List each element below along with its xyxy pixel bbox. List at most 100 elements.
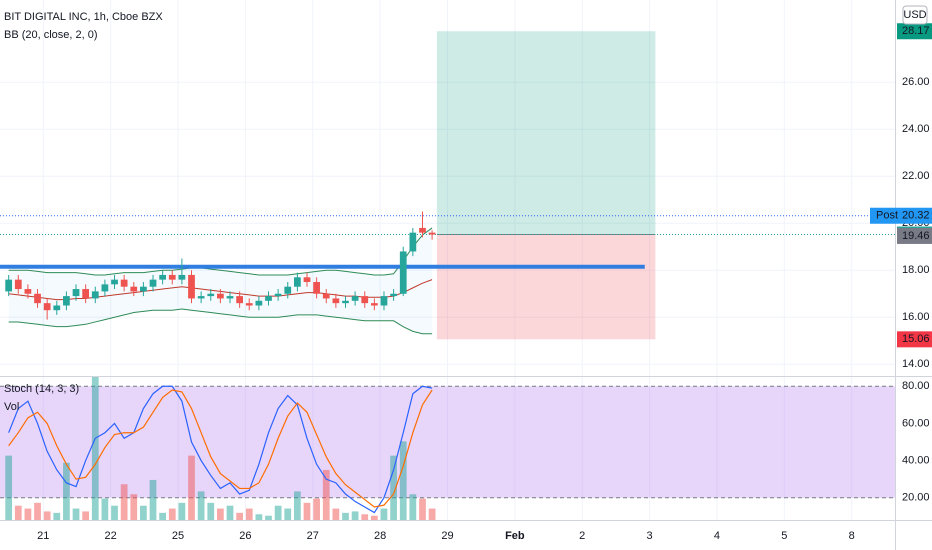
candle-body [332, 298, 340, 304]
candle-body [24, 289, 32, 294]
stop-zone [436, 234, 656, 340]
x-tick-label: 26 [239, 530, 251, 542]
candle-body [390, 293, 397, 297]
x-tick-label: 28 [374, 530, 386, 542]
volume-bar [159, 512, 167, 520]
price-tag-label: 15.06 [902, 333, 930, 345]
volume-bar [380, 508, 388, 520]
candle-body [428, 232, 436, 235]
volume-bar [53, 512, 61, 520]
candle-body [236, 296, 243, 304]
currency-label: USD [903, 9, 926, 21]
candle-body [111, 279, 118, 285]
x-tick-label: 8 [849, 530, 855, 542]
candle-body [34, 293, 41, 304]
volume-bar [168, 508, 176, 520]
candle-body [303, 277, 311, 282]
candle-body [274, 293, 282, 297]
candle-body [197, 296, 205, 299]
candle-body [361, 296, 369, 304]
volume-bar [91, 377, 99, 520]
x-tick-label: 27 [307, 530, 319, 542]
x-tick-label: 4 [714, 530, 720, 542]
volume-bar [245, 508, 253, 520]
candle-body [409, 232, 417, 252]
chart-title: BIT DIGITAL INC, 1h, Cboe BZX [4, 11, 163, 23]
candle-body [140, 286, 147, 292]
candle-body [342, 300, 349, 304]
stoch-line [8, 385, 433, 514]
candle-body [399, 251, 407, 294]
volume-bar [419, 498, 426, 520]
y-tick-label: 22.00 [902, 170, 930, 182]
candle-body [322, 293, 330, 299]
volume-bar [5, 455, 13, 520]
candle-body [5, 279, 13, 292]
volume-bar [217, 508, 224, 520]
post-tag [870, 207, 932, 224]
volume-bar [82, 511, 90, 520]
volume-bar [303, 502, 311, 520]
volume-bar [72, 508, 80, 520]
volume-bar [197, 491, 205, 520]
volume-bar [274, 505, 282, 520]
volume-bar [101, 498, 109, 520]
volume-bar [342, 512, 349, 520]
bb-lower [8, 308, 433, 335]
volume-bar [284, 508, 292, 520]
volume-bar [43, 511, 51, 520]
y-tick-label: 40.00 [902, 454, 930, 466]
candle-body [120, 279, 128, 287]
candle-body [168, 274, 176, 280]
candle-body [255, 300, 263, 306]
candle-body [178, 274, 186, 280]
y-tick-label: 20.00 [902, 492, 930, 504]
volume-bar [255, 514, 263, 520]
candle-body [265, 296, 272, 301]
x-tick-label: 29 [441, 530, 453, 542]
x-tick-label: 22 [105, 530, 117, 542]
volume-bar [207, 502, 215, 520]
volume-label: Vol [4, 401, 19, 413]
target-zone [436, 31, 656, 235]
volume-bar [409, 494, 417, 520]
volume-bar [322, 469, 330, 520]
price-tag [897, 331, 932, 348]
price-tag [897, 23, 932, 40]
x-tick-label: 2 [579, 530, 585, 542]
volume-bar [361, 514, 369, 520]
volume-bar [14, 505, 22, 520]
volume-bar [370, 515, 378, 520]
volume-bar [34, 502, 41, 520]
post-tag-value: 20.32 [902, 210, 930, 222]
volume-bar [236, 512, 243, 520]
y-tick-label: 16.00 [902, 311, 930, 323]
candle-body [14, 279, 22, 290]
candle-body [159, 274, 167, 280]
volume-bar [294, 491, 301, 520]
y-tick-label: 26.00 [902, 76, 930, 88]
candle-body [313, 282, 320, 294]
candle-body [188, 274, 195, 299]
volume-bar [313, 498, 320, 520]
currency-box [902, 5, 928, 25]
volume-bar [149, 479, 157, 520]
y-tick-label: 80.00 [902, 380, 930, 392]
candle-body [82, 289, 90, 299]
candle-body [101, 284, 109, 292]
candle-body [43, 303, 51, 311]
volume-bar [63, 462, 70, 520]
volume-bar [390, 455, 397, 520]
stoch-line [8, 389, 433, 508]
volume-bar [265, 515, 272, 520]
candle-body [72, 289, 80, 297]
x-tick-label: 3 [647, 530, 653, 542]
y-tick-label: 24.00 [902, 123, 930, 135]
price-tag-label: 28.17 [902, 25, 930, 37]
candle-body [226, 296, 234, 299]
bb-upper [8, 227, 433, 276]
candle-body [284, 286, 292, 294]
candle-body [419, 227, 426, 233]
volume-bar [332, 508, 340, 520]
